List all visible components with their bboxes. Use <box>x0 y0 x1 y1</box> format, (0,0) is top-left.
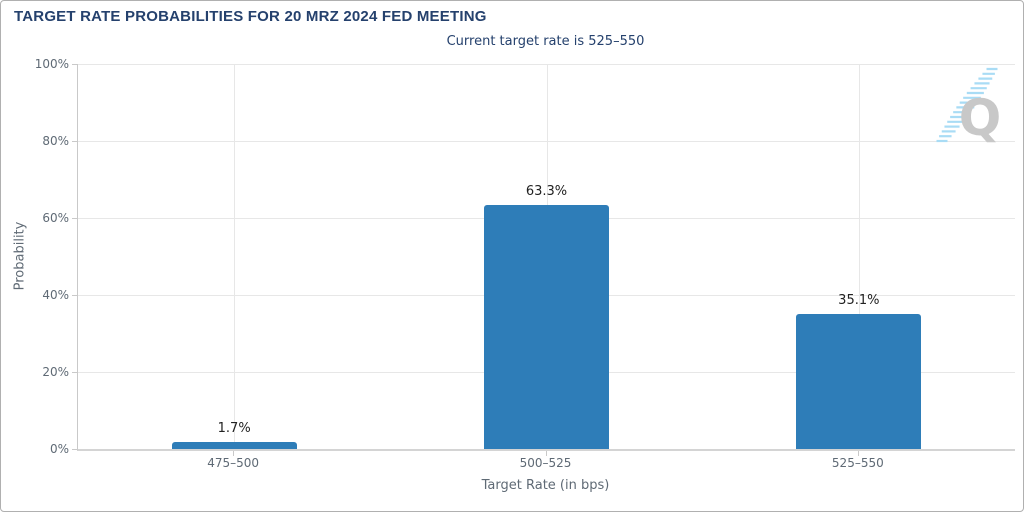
logo-letter-q: Q <box>959 89 1002 147</box>
watermark-logo: Q <box>936 67 1002 147</box>
y-tick-label: 100% <box>34 57 69 71</box>
x-tick-label: 525–550 <box>831 456 884 470</box>
bar-525–550[interactable] <box>796 313 922 449</box>
y-tick-label: 40% <box>42 288 69 302</box>
y-axis-title: Probability <box>12 221 28 291</box>
y-tick-mark <box>72 449 77 450</box>
y-tick-mark <box>72 141 77 142</box>
x-tick-mark <box>857 451 859 456</box>
gridline-vertical <box>234 64 236 449</box>
y-tick-mark <box>72 218 77 219</box>
bar-value-label: 63.3% <box>525 184 568 200</box>
y-tick-label: 80% <box>42 134 69 148</box>
bar-value-label: 1.7% <box>217 421 251 437</box>
bar-500–525[interactable] <box>484 205 609 449</box>
y-tick-mark <box>72 64 77 65</box>
y-tick-mark <box>72 295 77 296</box>
x-tick-mark <box>233 451 235 456</box>
y-tick-mark <box>72 372 77 373</box>
y-tick-label: 0% <box>49 442 69 456</box>
x-tick-label: 475–500 <box>207 456 260 470</box>
gridline-vertical <box>858 64 860 449</box>
logo-speed-lines-icon <box>936 67 998 143</box>
plot-area: 1.7% 63.3% 35.1% <box>77 64 1015 451</box>
y-tick-label: 60% <box>42 211 69 225</box>
y-tick-label: 20% <box>42 365 69 379</box>
bar-475–500[interactable] <box>171 442 297 449</box>
chart-title: TARGET RATE PROBABILITIES FOR 20 MRZ 202… <box>14 8 487 25</box>
x-tick-mark <box>545 451 547 456</box>
bar-value-label: 35.1% <box>838 292 880 308</box>
x-tick-label: 500–525 <box>519 456 572 470</box>
chart-subtitle: Current target rate is 525–550 <box>446 34 645 49</box>
x-axis-title: Target Rate (in bps) <box>481 478 610 493</box>
